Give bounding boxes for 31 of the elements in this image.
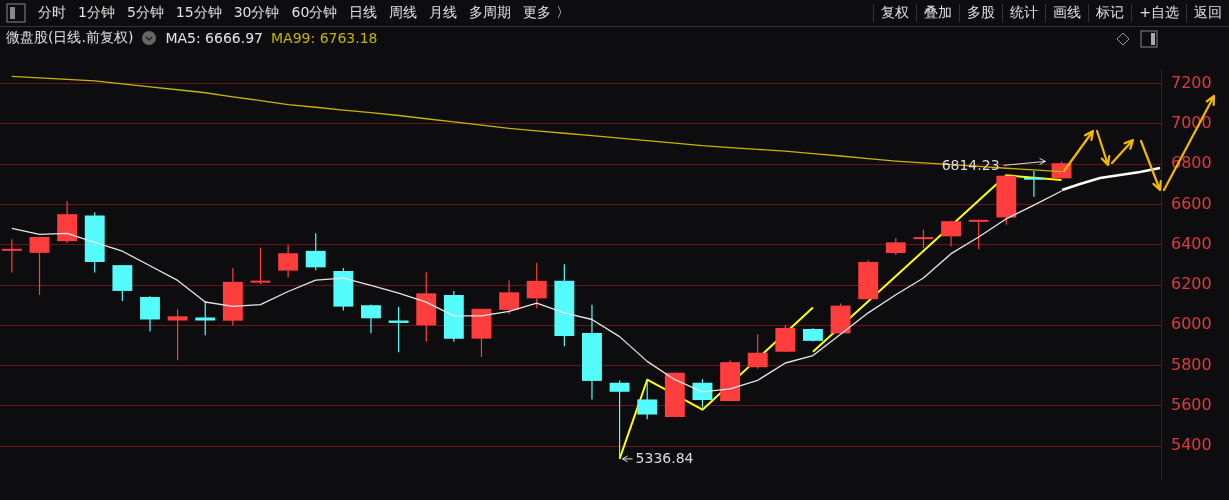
chart-title: 微盘股(日线.前复权) — [6, 29, 134, 47]
text: 15分钟 — [174, 4, 223, 22]
text: 返回 — [1186, 4, 1229, 22]
text: 更多 〉 — [522, 4, 571, 22]
text: 多周期 — [468, 4, 513, 22]
text: 叠加 — [916, 4, 960, 22]
y-tick-label: 6000 — [1171, 314, 1212, 334]
y-tick-label: 5800 — [1171, 354, 1212, 374]
y-tick-label: 6600 — [1171, 193, 1212, 213]
text: 多股 — [959, 4, 1003, 22]
text: 月线 — [428, 4, 459, 22]
annotation: 5336.84 — [635, 449, 694, 466]
text: 统计 — [1002, 4, 1046, 22]
text: MA5: 6666.97 — [165, 30, 263, 46]
text: 标记 — [1088, 4, 1132, 22]
y-tick-label: 6200 — [1171, 274, 1212, 294]
text: 日线 — [348, 4, 379, 22]
text: 复权 — [873, 4, 917, 22]
y-tick-label: 5400 — [1171, 435, 1212, 455]
text: 5分钟 — [125, 4, 165, 22]
y-tick-label: 7200 — [1171, 72, 1212, 92]
text: +自选 — [1131, 4, 1186, 22]
text: 60分钟 — [290, 4, 339, 22]
text: 30分钟 — [232, 4, 281, 22]
text: 画线 — [1045, 4, 1089, 22]
text: 周线 — [388, 4, 419, 22]
y-tick-label: 6400 — [1171, 233, 1212, 253]
text: MA99: 6763.18 — [271, 30, 378, 46]
text: 分时 — [37, 4, 67, 22]
y-tick-label: 5600 — [1171, 395, 1212, 415]
text: 1分钟 — [77, 4, 116, 22]
